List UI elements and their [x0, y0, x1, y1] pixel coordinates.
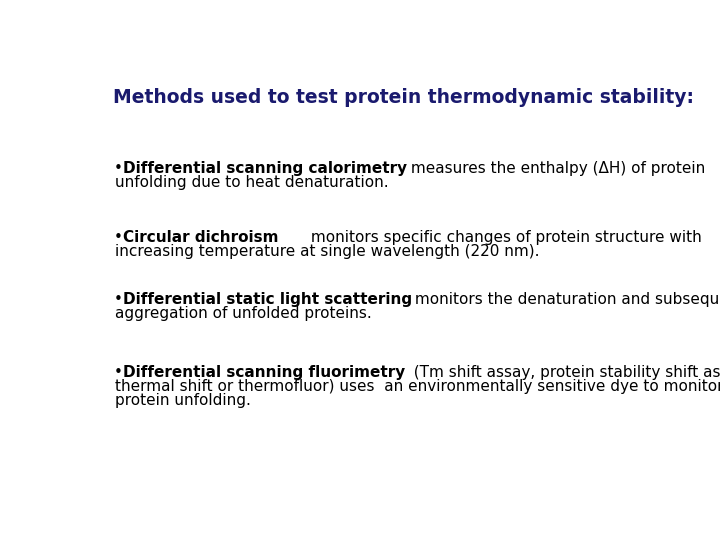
- Text: •: •: [113, 161, 122, 176]
- Text: monitors the denaturation and subsequent: monitors the denaturation and subsequent: [410, 292, 720, 307]
- Text: unfolding due to heat denaturation.: unfolding due to heat denaturation.: [114, 175, 388, 190]
- Text: Differential scanning calorimetry: Differential scanning calorimetry: [123, 161, 408, 176]
- Text: increasing temperature at single wavelength (220 nm).: increasing temperature at single wavelen…: [114, 244, 539, 259]
- Text: Differential static light scattering: Differential static light scattering: [123, 292, 413, 307]
- Text: •: •: [113, 365, 122, 380]
- Text: •: •: [113, 292, 122, 307]
- Text: (Tm shift assay, protein stability shift assay,: (Tm shift assay, protein stability shift…: [405, 365, 720, 380]
- Text: thermal shift or thermofluor) uses  an environmentally sensitive dye to monitor: thermal shift or thermofluor) uses an en…: [114, 379, 720, 394]
- Text: protein unfolding.: protein unfolding.: [114, 393, 251, 408]
- Text: monitors specific changes of protein structure with: monitors specific changes of protein str…: [306, 231, 702, 245]
- Text: Circular dichroism: Circular dichroism: [123, 231, 279, 245]
- Text: •: •: [113, 231, 122, 245]
- Text: Methods used to test protein thermodynamic stability:: Methods used to test protein thermodynam…: [113, 88, 694, 107]
- Text: aggregation of unfolded proteins.: aggregation of unfolded proteins.: [114, 306, 372, 321]
- Text: Differential scanning fluorimetry: Differential scanning fluorimetry: [123, 365, 405, 380]
- Text: measures the enthalpy (ΔH) of protein: measures the enthalpy (ΔH) of protein: [406, 161, 705, 176]
